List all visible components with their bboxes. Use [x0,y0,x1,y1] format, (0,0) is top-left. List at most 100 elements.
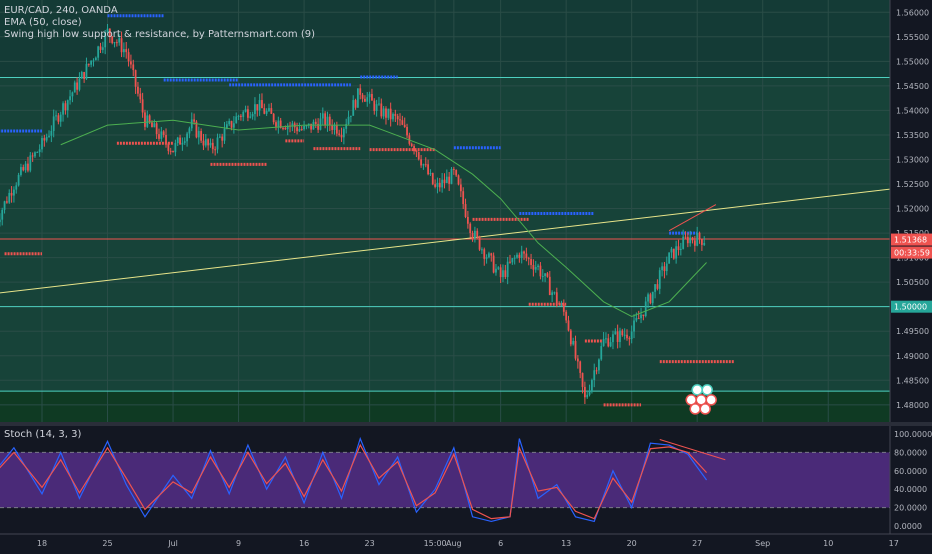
candle-body [235,116,238,124]
candle-body [375,104,378,111]
candle-body [181,142,184,145]
candle-body [478,236,481,250]
symbol-label[interactable]: EUR/CAD, 240, OANDA [4,5,118,16]
candle-body [176,137,179,144]
candle-body [691,237,694,241]
candle-body [97,46,100,58]
candle-body [651,291,654,304]
candle-body [481,249,483,251]
candle-body [132,64,135,71]
candle-body [146,115,149,127]
candle-body [8,192,11,203]
candle-body [134,70,137,87]
candle-body [352,100,355,116]
candle-body [29,155,32,171]
swing-label[interactable]: Swing high low support & resistance, by … [4,29,316,40]
candle-body [71,92,74,97]
candle-body [106,28,109,33]
event-badge-icon [689,403,701,415]
candle-body [3,201,6,210]
candle-body [380,103,383,117]
candle-body [474,230,476,239]
candle-body [331,125,334,130]
stoch-tick-label: 20.0000 [894,504,927,513]
event-badge-icon [701,384,713,396]
time-tick-label: 9 [236,539,241,548]
candle-body [263,108,266,114]
candle-body [459,184,462,192]
candle-body [502,270,504,278]
candle-body [686,236,689,244]
candle-body [113,42,116,44]
candle-body [328,116,331,126]
candle-body [127,52,130,62]
zone-fill [0,77,890,392]
candle-body [401,120,404,125]
candle-body [654,284,656,292]
candle-body [155,123,158,135]
candle-body [120,38,123,53]
main-legend: EUR/CAD, 240, OANDA EMA (50, close) Swin… [4,5,315,41]
candle-body [137,86,139,94]
candle-body [158,134,160,139]
candle-body [371,93,373,101]
candle-body [298,128,301,132]
price-tick-label: 1.53500 [896,131,929,140]
candle-body [513,257,516,259]
candle-body [569,330,572,345]
price-tick-label: 1.55000 [896,57,929,66]
candle-body [499,267,502,278]
candle-body [640,314,642,319]
price-tick-label: 1.48500 [896,376,929,385]
candle-body [544,273,546,277]
candle-body [633,320,635,332]
candle-body [649,294,652,304]
candle-body [399,119,401,121]
candle-body [324,113,327,126]
candle-body [64,103,67,111]
candle-body [623,334,626,336]
candle-body [392,113,394,120]
trend-line [0,185,913,294]
price-tick-label: 1.52000 [896,205,929,214]
candle-body [415,150,418,153]
candle-body [389,108,392,120]
candle-body [520,251,523,259]
candle-body [349,115,352,117]
candle-body [209,142,212,146]
candle-body [34,152,36,157]
candle-body [670,248,673,253]
time-tick-label: 20 [627,539,637,548]
candle-body [160,131,163,139]
candle-body [141,99,144,113]
candle-body [462,191,465,205]
candle-body [193,119,195,122]
countdown-value: 00:33:59 [894,249,930,258]
candle-body [441,179,444,188]
candle-body [567,320,570,331]
candle-body [123,49,125,53]
candle-body [45,136,48,141]
time-tick-label: 25 [102,539,112,548]
candle-body [190,119,193,129]
candle-body [361,94,364,99]
candle-body [661,266,663,271]
stoch-legend[interactable]: Stoch (14, 3, 3) [4,429,82,440]
ema-label[interactable]: EMA (50, close) [4,17,82,28]
candle-body [307,123,310,126]
candle-body [431,173,434,185]
candle-body [338,133,341,135]
candle-body [183,141,186,143]
candle-body [364,98,366,102]
candle-body [565,311,568,321]
candle-body [452,168,455,170]
candle-body [509,261,511,263]
candle-body [420,159,422,166]
candle-body [284,127,287,130]
candle-body [476,230,479,237]
stoch-tick-label: 40.0000 [894,485,927,494]
candle-body [272,113,275,123]
candle-body [275,122,277,127]
